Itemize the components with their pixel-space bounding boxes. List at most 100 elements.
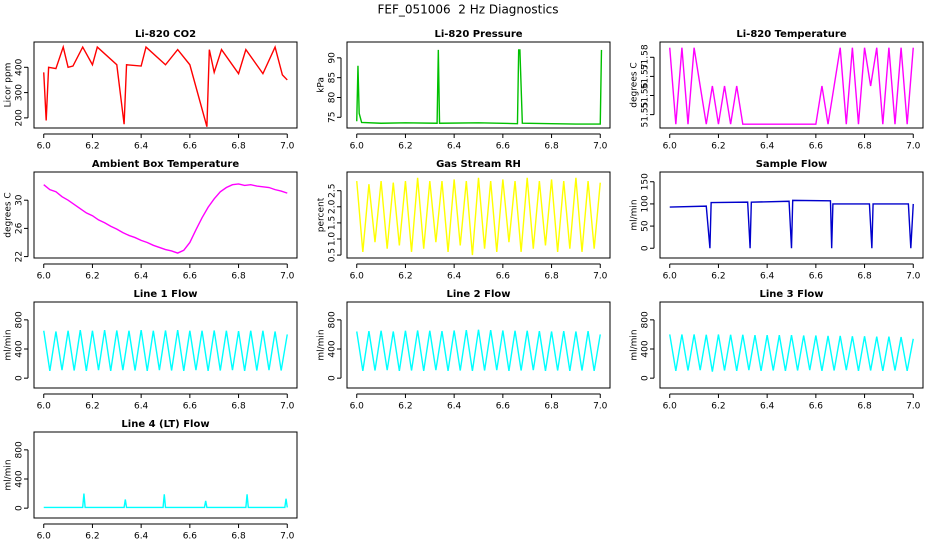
y-tick-label: 75	[328, 112, 338, 123]
y-tick-label: 800	[15, 441, 25, 458]
x-tick-label: 6.2	[85, 402, 99, 412]
y-axis-label: ml/min	[4, 459, 14, 490]
x-tick-label: 6.8	[857, 402, 872, 412]
y-tick-label: 0	[15, 505, 25, 511]
y-tick-label: 90	[328, 52, 338, 64]
y-axis-label: degrees C	[630, 62, 640, 107]
x-tick-label: 6.4	[447, 402, 462, 412]
x-tick-label: 6.8	[231, 532, 246, 540]
x-tick-label: 6.8	[544, 142, 559, 152]
x-tick-label: 6.6	[183, 272, 198, 282]
plot-frame	[33, 41, 298, 129]
panel-title: Ambient Box Temperature	[92, 159, 239, 170]
plot-frame	[659, 171, 924, 259]
x-tick-label: 7.0	[906, 272, 921, 282]
x-tick-label: 6.6	[496, 272, 511, 282]
x-tick-label: 6.2	[85, 532, 99, 540]
y-tick-label: 2.5	[328, 184, 338, 198]
x-tick-label: 7.0	[280, 272, 295, 282]
y-tick-label: 400	[15, 470, 25, 487]
page-title: FEF_051006 2 Hz Diagnostics	[377, 3, 558, 17]
x-tick-label: 6.2	[711, 142, 725, 152]
x-tick-label: 6.8	[231, 402, 246, 412]
x-tick-label: 6.6	[809, 402, 824, 412]
plot-frame	[659, 41, 924, 129]
y-tick-label: 200	[15, 109, 25, 126]
y-tick-label: 0.5	[328, 248, 338, 262]
x-tick-label: 6.8	[857, 272, 872, 282]
panel-title: Line 4 (LT) Flow	[121, 419, 209, 430]
y-tick-label: 0	[641, 375, 651, 381]
y-tick-label: 51.56	[641, 82, 651, 108]
x-tick-label: 6.2	[85, 272, 99, 282]
y-tick-label: 400	[15, 340, 25, 357]
x-tick-label: 6.2	[398, 402, 412, 412]
panel-title: Line 1 Flow	[134, 289, 198, 300]
y-tick-label: 0	[15, 375, 25, 381]
panel-title: Gas Stream RH	[436, 159, 521, 170]
plot-frame	[33, 431, 298, 519]
x-tick-label: 6.0	[350, 142, 365, 152]
x-tick-label: 6.0	[37, 272, 52, 282]
y-axis-label: Licor ppm	[4, 63, 14, 108]
x-tick-label: 7.0	[593, 402, 608, 412]
x-tick-label: 6.2	[85, 142, 99, 152]
x-tick-label: 6.0	[663, 402, 678, 412]
x-tick-label: 6.4	[447, 272, 462, 282]
y-axis-label: ml/min	[4, 329, 14, 360]
x-tick-label: 6.8	[857, 142, 872, 152]
y-tick-label: 50	[641, 220, 651, 232]
x-tick-label: 6.2	[711, 402, 725, 412]
y-tick-label: 100	[641, 195, 651, 212]
panel-title: Li-820 CO2	[135, 29, 196, 40]
y-tick-label: 0	[641, 245, 651, 251]
y-tick-label: 26	[15, 222, 25, 234]
x-tick-label: 6.2	[711, 272, 725, 282]
panel-title: Line 3 Flow	[760, 289, 824, 300]
y-tick-label: 80	[328, 91, 338, 103]
x-tick-label: 6.0	[37, 402, 52, 412]
x-tick-label: 6.0	[37, 532, 52, 540]
y-axis-label: ml/min	[317, 329, 327, 360]
x-tick-label: 6.0	[350, 272, 365, 282]
x-tick-label: 6.8	[544, 402, 559, 412]
x-tick-label: 6.0	[663, 142, 678, 152]
y-tick-label: 300	[15, 84, 25, 101]
x-tick-label: 6.8	[231, 272, 246, 282]
y-tick-label: 85	[328, 72, 338, 83]
data-line	[43, 329, 288, 371]
plot-frame	[346, 171, 611, 259]
x-tick-label: 6.4	[760, 272, 775, 282]
data-line	[43, 44, 288, 127]
x-tick-label: 6.4	[447, 142, 462, 152]
x-tick-label: 6.6	[809, 272, 824, 282]
y-tick-label: 1.0	[328, 232, 338, 247]
x-tick-label: 6.8	[231, 142, 246, 152]
data-line	[43, 493, 288, 509]
data-line	[356, 49, 603, 125]
y-axis-label: ml/min	[630, 199, 640, 230]
y-tick-label: 800	[328, 311, 338, 328]
x-tick-label: 6.8	[544, 272, 559, 282]
x-tick-label: 6.6	[183, 402, 198, 412]
y-tick-label: 51.55	[641, 102, 651, 128]
x-tick-label: 6.2	[398, 142, 412, 152]
y-tick-label: 51.58	[641, 44, 651, 70]
y-tick-label: 0	[328, 375, 338, 381]
data-line	[43, 183, 288, 254]
data-line	[669, 334, 914, 372]
x-tick-label: 7.0	[593, 272, 608, 282]
plot-frame	[659, 301, 924, 389]
y-tick-label: 51.57	[641, 64, 651, 90]
y-tick-label: 800	[15, 311, 25, 328]
y-tick-label: 30	[15, 194, 25, 206]
x-tick-label: 6.4	[760, 142, 775, 152]
data-line	[669, 47, 914, 125]
y-tick-label: 400	[641, 340, 651, 357]
panel-title: Line 2 Flow	[447, 289, 511, 300]
x-tick-label: 7.0	[280, 532, 295, 540]
x-tick-label: 7.0	[280, 142, 295, 152]
x-tick-label: 6.4	[760, 402, 775, 412]
panel-title: Sample Flow	[756, 159, 828, 170]
data-line	[356, 177, 601, 256]
